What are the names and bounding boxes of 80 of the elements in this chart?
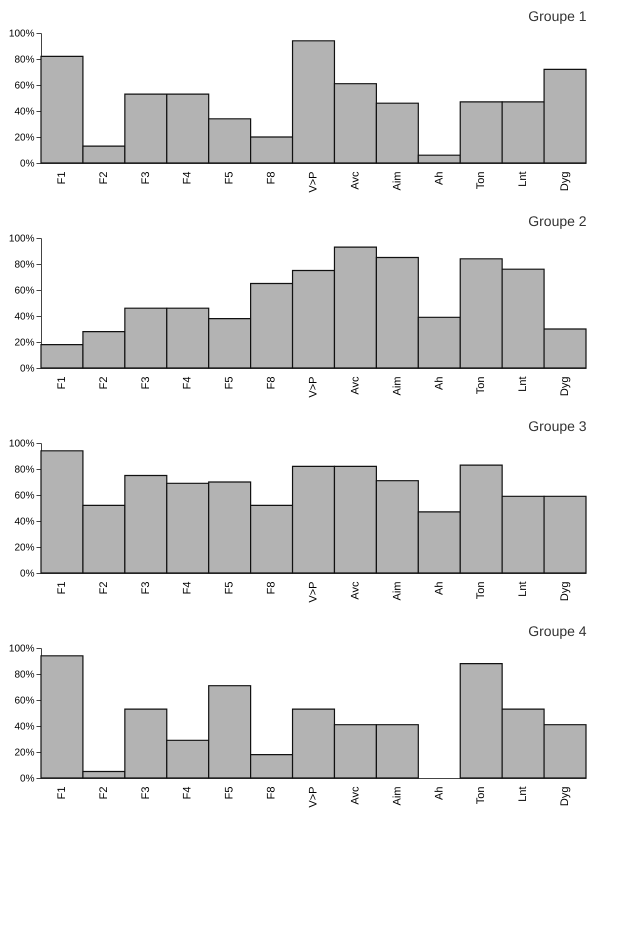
x-tick-label: Ah	[433, 786, 446, 800]
x-tick-label: Ah	[433, 376, 446, 390]
y-tick-label: 20%	[14, 132, 35, 144]
y-tick-label: 100%	[8, 234, 35, 244]
y-tick-label: 40%	[14, 312, 35, 322]
x-tick-label: F1	[56, 786, 68, 800]
x-tick-label: F3	[140, 172, 152, 184]
x-tick-label: Ah	[433, 172, 446, 185]
y-tick-label: 20%	[14, 748, 35, 758]
x-tick-label: F3	[140, 582, 152, 594]
x-tick-label: Avc	[349, 171, 362, 190]
x-tick-label: Avc	[349, 376, 362, 395]
x-tick-label: F2	[98, 786, 110, 800]
x-tick-label: V>P	[308, 786, 320, 808]
x-tick-label: Aim	[391, 582, 404, 600]
y-tick-label: 80%	[14, 260, 35, 270]
y-tick-label: 60%	[14, 490, 35, 502]
y-tick-label: 80%	[14, 54, 35, 66]
chart-title: Groupe 4	[528, 623, 587, 639]
x-tick-label: Ton	[475, 786, 488, 804]
y-tick-label: 40%	[14, 516, 35, 528]
x-tick-label: F8	[266, 582, 278, 594]
x-tick-label: F2	[98, 582, 110, 594]
x-tick-label: V>P	[308, 172, 320, 193]
x-tick-label: Aim	[391, 172, 404, 190]
x-tick-label: Ton	[475, 582, 488, 600]
x-tick-label: Lnt	[517, 582, 530, 597]
x-tick-label: F8	[266, 786, 278, 800]
x-tick-label: Dyg	[559, 786, 572, 806]
y-tick-label: 80%	[14, 464, 35, 476]
x-tick-label: F3	[140, 376, 152, 390]
y-tick-label: 0%	[20, 568, 35, 580]
y-tick-label: 80%	[14, 670, 35, 680]
x-tick-label: F8	[266, 172, 278, 184]
x-tick-label: Lnt	[517, 786, 530, 802]
y-tick-label: 40%	[14, 106, 35, 118]
x-tick-label: Ton	[475, 172, 488, 190]
x-tick-label: V>P	[308, 582, 320, 603]
y-tick-label: 100%	[8, 28, 35, 40]
x-tick-label: Ton	[475, 376, 488, 394]
x-tick-label: F4	[182, 786, 194, 800]
x-tick-label: F5	[224, 786, 236, 800]
chart-title: Groupe 2	[528, 213, 587, 229]
x-tick-label: Lnt	[517, 172, 530, 187]
x-tick-label: Lnt	[517, 376, 530, 392]
y-tick-label: 100%	[8, 644, 35, 654]
x-tick-label: V>P	[308, 376, 320, 398]
x-tick-label: F2	[98, 172, 110, 184]
chart-title: Groupe 3	[528, 418, 587, 434]
x-tick-label: Dyg	[559, 376, 572, 396]
x-tick-label: F4	[182, 172, 194, 184]
x-tick-label: F5	[224, 172, 236, 184]
chart-title: Groupe 1	[528, 8, 587, 24]
x-tick-label: F3	[140, 786, 152, 800]
y-tick-label: 20%	[14, 338, 35, 348]
y-tick-label: 100%	[8, 438, 35, 450]
x-tick-label: F1	[56, 582, 68, 594]
x-tick-label: Ah	[433, 582, 446, 595]
x-tick-label: F5	[224, 582, 236, 594]
x-tick-label: Dyg	[559, 172, 572, 192]
x-tick-label: F4	[182, 582, 194, 594]
x-tick-label: F4	[182, 376, 194, 390]
x-tick-label: F8	[266, 376, 278, 390]
x-tick-label: Aim	[391, 376, 404, 396]
x-tick-label: F1	[56, 172, 68, 184]
y-tick-label: 60%	[14, 696, 35, 706]
x-tick-label: Aim	[391, 786, 404, 806]
x-tick-label: F1	[56, 376, 68, 390]
x-tick-label: Avc	[349, 581, 362, 600]
x-tick-label: F2	[98, 376, 110, 390]
y-tick-label: 40%	[14, 722, 35, 732]
y-tick-label: 0%	[20, 774, 35, 784]
y-tick-label: 60%	[14, 286, 35, 296]
y-tick-label: 60%	[14, 80, 35, 92]
y-tick-label: 0%	[20, 364, 35, 374]
y-tick-label: 20%	[14, 542, 35, 554]
x-tick-label: Avc	[349, 786, 362, 805]
x-tick-label: F5	[224, 376, 236, 390]
x-tick-label: Dyg	[559, 582, 572, 602]
y-tick-label: 0%	[20, 158, 35, 170]
